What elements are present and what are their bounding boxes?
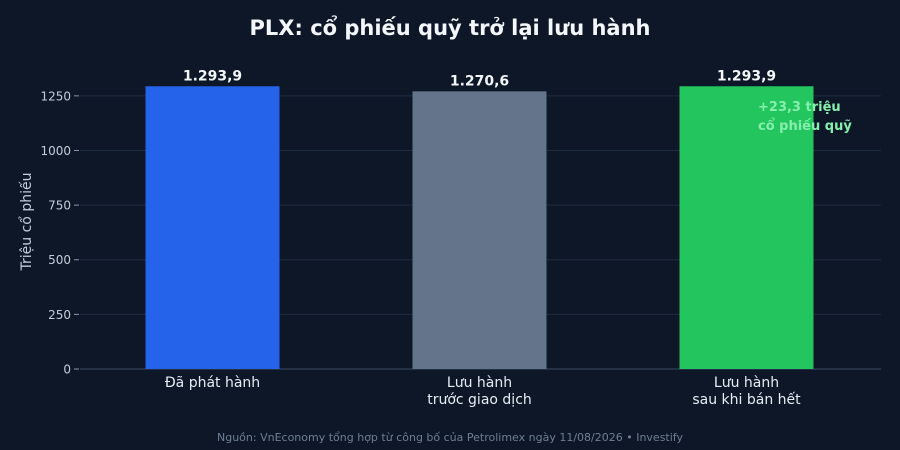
y-tick-label: 250 [48, 308, 71, 322]
y-tick-label: 1250 [40, 89, 71, 103]
bar [412, 91, 547, 369]
x-tick-label: Lưu hành [714, 375, 779, 391]
x-tick-label: sau khi bán hết [692, 391, 801, 408]
chart-title: PLX: cổ phiếu quỹ trở lại lưu hành [249, 16, 651, 40]
y-axis-title: Triệu cổ phiếu [18, 173, 35, 272]
x-tick-label: trước giao dịch [427, 392, 532, 408]
bar-value-label: 1.293,9 [183, 68, 242, 84]
y-tick-label: 750 [48, 199, 71, 213]
annotation: +23,3 triệu cổ phiếu quỹ [758, 100, 852, 134]
source-note: Nguồn: VnEconomy tổng hợp từ công bố của… [217, 431, 683, 444]
y-tick-label: 1000 [40, 144, 71, 158]
y-tick-label: 0 [63, 363, 71, 377]
bar [679, 86, 814, 370]
annotation-text: +23,3 triệu [758, 100, 841, 115]
annotation-text: cổ phiếu quỹ [758, 118, 852, 134]
bar [145, 86, 280, 370]
x-tick-label: Đã phát hành [165, 375, 260, 391]
bar-value-label: 1.293,9 [717, 68, 776, 84]
bars: 1.293,9 1.270,6 1.293,9 [145, 68, 814, 370]
bar-value-label: 1.270,6 [450, 73, 509, 89]
y-tick-label: 500 [48, 253, 71, 267]
x-tick-label: Lưu hành [447, 375, 512, 391]
